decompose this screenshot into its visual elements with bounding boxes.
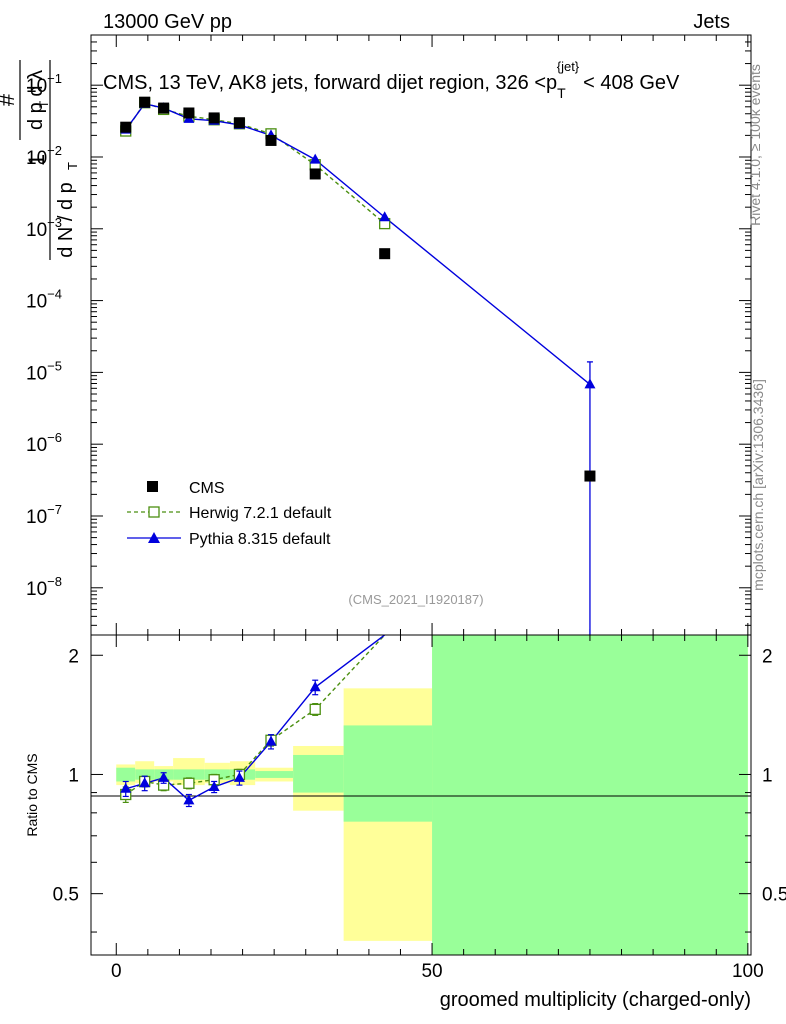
main-y-tick-labels: 10−8 10−7 10−6 10−5 10−4 10−3 10−2 10−1 xyxy=(26,71,62,600)
svg-text:d N / d p: d N / d p xyxy=(55,182,77,258)
cms-point xyxy=(233,117,245,129)
x-axis-label: groomed multiplicity (charged-only) xyxy=(440,989,751,1011)
ratio-tick-labels: 0.5 0.5 1 1 2 2 0 50 100 xyxy=(53,646,786,982)
svg-text:d p d λ: d p d λ xyxy=(25,70,47,130)
legend-pythia-label: Pythia 8.315 default xyxy=(189,531,331,548)
rivet-version-label: Rivet 4.1.0, ≥ 100k events xyxy=(747,64,763,226)
title-tail: < 408 GeV xyxy=(583,72,680,94)
cms-point xyxy=(120,121,132,133)
ratio-band-inner xyxy=(173,769,205,780)
ratio-band-inner xyxy=(293,754,344,793)
legend-cms-label: CMS xyxy=(189,480,225,497)
herwig-ratio-point xyxy=(183,777,195,789)
plot-title: CMS, 13 TeV, AK8 jets, forward dijet reg… xyxy=(103,59,680,101)
main-y-tick-label: 10−2 xyxy=(26,143,62,169)
pythia-ratio-point xyxy=(120,782,132,793)
ratio-uncertainty-bands xyxy=(116,635,748,955)
x-tick-label: 50 xyxy=(421,961,442,982)
svg-text:T: T xyxy=(37,100,51,108)
pythia-ratio-point xyxy=(183,794,195,805)
legend-pythia-marker xyxy=(148,532,160,543)
pythia-line xyxy=(125,103,591,385)
cms-point xyxy=(265,134,277,146)
svg-text:CMS, 13 TeV, AK8 jets, forward: CMS, 13 TeV, AK8 jets, forward dijet reg… xyxy=(103,59,680,101)
title-sub: T xyxy=(557,85,566,101)
legend-item-herwig: Herwig 7.2.1 default xyxy=(127,505,332,522)
pythia-ratio-point xyxy=(265,735,277,746)
ratio-y-tick-label-right: 2 xyxy=(762,646,773,667)
main-series-lines xyxy=(125,101,593,635)
main-series-markers xyxy=(120,96,596,482)
pythia-ratio-point xyxy=(139,777,151,788)
mcplots-label: mcplots.cern.ch [arXiv:1306.3436] xyxy=(750,379,766,591)
legend-herwig-marker xyxy=(148,506,160,518)
ratio-series-markers xyxy=(120,679,321,808)
pythia-point xyxy=(584,378,596,389)
main-y-tick-label: 10−4 xyxy=(26,287,62,313)
pythia-ratio-point xyxy=(158,771,170,782)
legend-item-cms: CMS xyxy=(147,480,225,497)
svg-text:T: T xyxy=(65,162,80,170)
cms-point xyxy=(379,248,391,260)
title-sup: {jet} xyxy=(557,59,580,74)
svg-text:#: # xyxy=(0,93,19,106)
main-y-tick-label: 10−7 xyxy=(26,502,62,528)
x-tick-label: 0 xyxy=(111,961,122,982)
legend-herwig-label: Herwig 7.2.1 default xyxy=(189,505,332,522)
legend-cms-marker xyxy=(147,481,158,492)
ratio-band-inner xyxy=(432,635,748,955)
cms-point xyxy=(584,470,596,482)
ratio-band-inner xyxy=(343,725,433,822)
legend-item-pythia: Pythia 8.315 default xyxy=(127,531,331,548)
ratio-y-axis-label: Ratio to CMS xyxy=(24,753,40,836)
legend: CMS Herwig 7.2.1 default Pythia 8.315 de… xyxy=(127,480,332,548)
pythia-ratio-point xyxy=(208,780,220,791)
ratio-y-tick-label-left: 1 xyxy=(68,765,79,786)
main-y-tick-label: 10−6 xyxy=(26,430,62,456)
header-right: Jets xyxy=(693,11,730,33)
ratio-band-inner xyxy=(135,769,155,780)
ratio-y-tick-label-left: 2 xyxy=(68,646,79,667)
herwig-line xyxy=(125,101,386,225)
header-left: 13000 GeV pp xyxy=(103,11,232,33)
main-panel: 10−8 10−7 10−6 10−5 10−4 10−3 10−2 10−1 CMS, 13… xyxy=(0,34,752,636)
main-y-tick-label: 10−8 xyxy=(26,574,62,600)
pythia-ratio-point xyxy=(309,681,321,692)
cms-point xyxy=(309,168,321,180)
main-y-axis-label: 1 d N / d p T # d p d λ T xyxy=(0,60,80,260)
main-y-tick-label: 10−5 xyxy=(26,358,62,384)
svg-text:1: 1 xyxy=(24,154,49,166)
ratio-y-tick-label-left: 0.5 xyxy=(53,885,79,906)
ratio-band-inner xyxy=(116,767,136,782)
ratio-axis-ticks xyxy=(91,635,751,955)
x-tick-label: 100 xyxy=(732,961,764,982)
pythia-point xyxy=(309,153,321,164)
ratio-y-tick-label-right: 0.5 xyxy=(762,885,786,906)
analysis-watermark: (CMS_2021_I1920187) xyxy=(348,592,483,607)
cms-point xyxy=(139,96,151,108)
ratio-y-tick-label-right: 1 xyxy=(762,765,773,786)
herwig-ratio-point xyxy=(309,703,321,716)
cms-point xyxy=(183,107,195,119)
main-y-tick-label: 10−1 xyxy=(26,71,62,97)
cms-point xyxy=(208,112,220,124)
ratio-band-inner xyxy=(255,771,294,778)
title-main: CMS, 13 TeV, AK8 jets, forward dijet reg… xyxy=(103,72,557,94)
pythia-point xyxy=(379,211,391,222)
main-y-tick-label: 10−3 xyxy=(26,215,62,241)
pythia-ratio-point xyxy=(233,771,245,782)
ratio-panel: 0.5 0.5 1 1 2 2 0 50 100 Ratio to CMS groomed mu… xyxy=(24,634,786,1011)
ratio-frame xyxy=(90,634,752,956)
cms-point xyxy=(158,102,170,114)
